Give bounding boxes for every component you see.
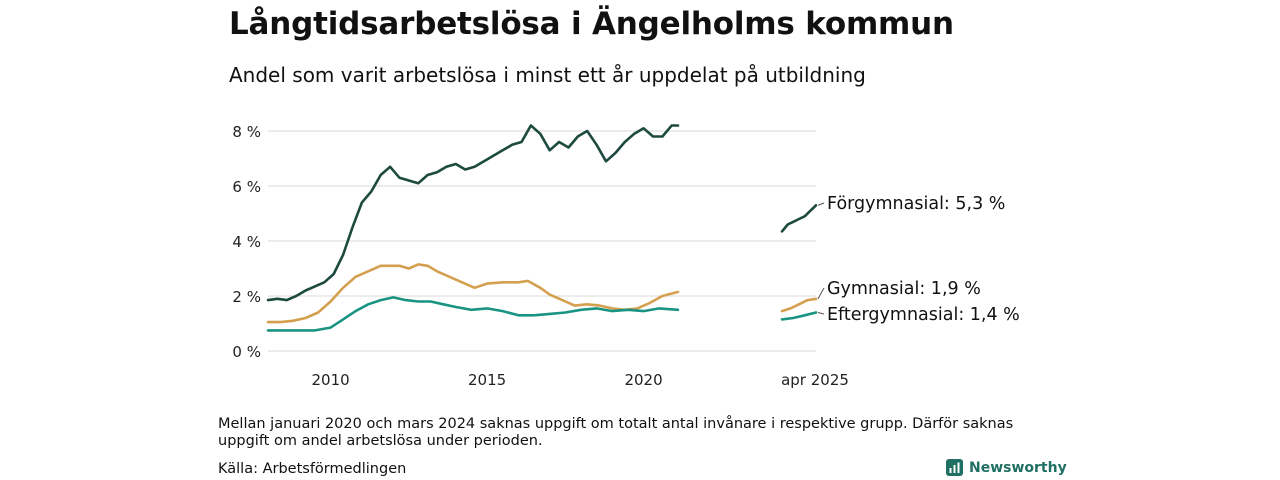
chart-title: Långtidsarbetslösa i Ängelholms kommun [229,6,954,42]
y-tick-label: 0 % [232,343,261,361]
series-line [266,263,680,324]
series-line [266,124,680,302]
x-tick-label: apr 2025 [781,371,849,389]
x-tick-label: 2020 [624,371,662,389]
gridlines [268,130,816,352]
label-leader-line [817,202,825,206]
x-axis-ticks: 2010 2015 2020 apr 2025 [312,371,849,389]
newsworthy-logo-icon [946,459,963,476]
series-line [780,311,818,321]
chart-subtitle: Andel som varit arbetslösa i minst ett å… [229,63,866,87]
series-line [780,204,818,233]
chart-source: Källa: Arbetsförmedlingen [218,461,407,477]
series-line [266,296,680,332]
label-leader-line [817,312,825,315]
series-end-label: Gymnasial: 1,9 % [827,279,981,299]
x-tick-label: 2010 [312,371,350,389]
label-leader-line [817,287,825,299]
y-tick-label: 6 % [232,178,261,196]
brand-name: Newsworthy [969,459,1067,476]
y-tick-label: 8 % [232,123,261,141]
y-tick-label: 4 % [232,233,261,251]
x-tick-label: 2015 [468,371,506,389]
series-end-label: Eftergymnasial: 1,4 % [827,305,1020,325]
chart-note: Mellan januari 2020 och mars 2024 saknas… [218,416,1014,449]
series-line [780,297,818,313]
series-end-labels: Förgymnasial: 5,3 % Gymnasial: 1,9 % Efter… [817,194,1020,325]
y-tick-label: 2 % [232,288,261,306]
brand-logo[interactable]: Newsworthy [946,459,1067,476]
series-end-label: Förgymnasial: 5,3 % [827,194,1005,214]
series-lines [266,124,818,332]
y-axis-ticks: 0 % 2 % 4 % 6 % 8 % [232,123,261,361]
